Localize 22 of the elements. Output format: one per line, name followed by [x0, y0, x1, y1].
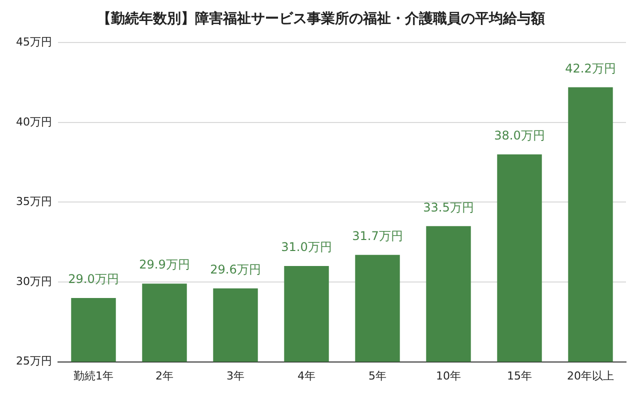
data-label: 38.0万円: [494, 128, 545, 142]
data-label: 33.5万円: [423, 200, 474, 214]
data-label: 31.7万円: [352, 228, 403, 243]
y-tick-label: 45万円: [16, 35, 52, 48]
chart-title: 【勤続年数別】障害福祉サービス事業所の福祉・介護職員の平均給与額: [96, 10, 546, 28]
y-tick-label: 25万円: [16, 354, 52, 368]
x-tick-label: 10年: [436, 369, 461, 382]
x-tick-label: 5年: [368, 369, 386, 382]
data-label: 29.9万円: [139, 258, 190, 272]
x-tick-label: 3年: [226, 369, 244, 382]
data-label: 42.2万円: [565, 61, 616, 76]
y-tick-label: 30万円: [16, 274, 52, 288]
data-label: 29.0万円: [68, 272, 119, 286]
y-tick-label: 35万円: [16, 195, 52, 208]
x-tick-label: 4年: [298, 369, 316, 382]
x-tick-label: 15年: [507, 369, 532, 382]
y-tick-label: 40万円: [16, 115, 52, 128]
x-tick-label: 2年: [156, 369, 174, 382]
x-tick-label: 勤続1年: [73, 369, 114, 382]
x-tick-label: 20年以上: [567, 369, 614, 382]
data-label: 29.6万円: [210, 262, 261, 277]
data-label: 31.0万円: [281, 240, 332, 254]
